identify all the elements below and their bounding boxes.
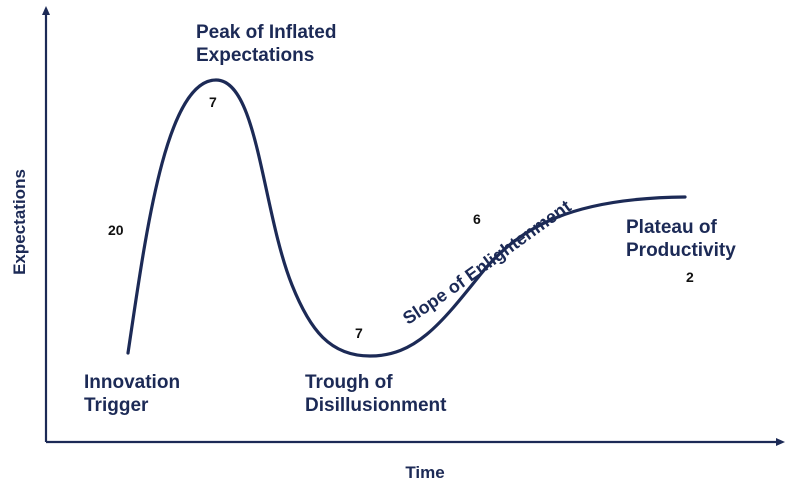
- hype-cycle-curve: [126, 78, 687, 358]
- x-axis-title: Time: [405, 463, 444, 482]
- plateau-label-line-2: Productivity: [626, 240, 736, 261]
- peak-label-line-2: Expectations: [196, 45, 314, 66]
- y-axis-title: Expectations: [10, 169, 29, 275]
- count-trough: 7: [355, 325, 363, 341]
- slope-label: Slope of Enlightenment: [399, 196, 574, 328]
- trough-label: Trough of Disillusionment: [305, 372, 447, 416]
- plateau-label-line-1: Plateau of: [626, 217, 717, 238]
- peak-label: Peak of Inflated Expectations: [196, 22, 342, 66]
- innovation-trigger-label-line-1: Innovation: [84, 372, 180, 393]
- count-slope: 6: [473, 211, 481, 227]
- count-innovation-trigger: 20: [108, 222, 124, 238]
- trough-label-line-2: Disillusionment: [305, 395, 447, 416]
- count-peak: 7: [209, 94, 217, 110]
- innovation-trigger-label: Innovation Trigger: [84, 372, 185, 416]
- slope-label-path-text: Slope of Enlightenment: [399, 196, 574, 328]
- plateau-label: Plateau of Productivity: [626, 217, 736, 261]
- peak-label-line-1: Peak of Inflated: [196, 22, 336, 43]
- innovation-trigger-label-line-2: Trigger: [84, 395, 149, 416]
- count-plateau: 2: [686, 269, 694, 285]
- trough-label-line-1: Trough of: [305, 372, 393, 393]
